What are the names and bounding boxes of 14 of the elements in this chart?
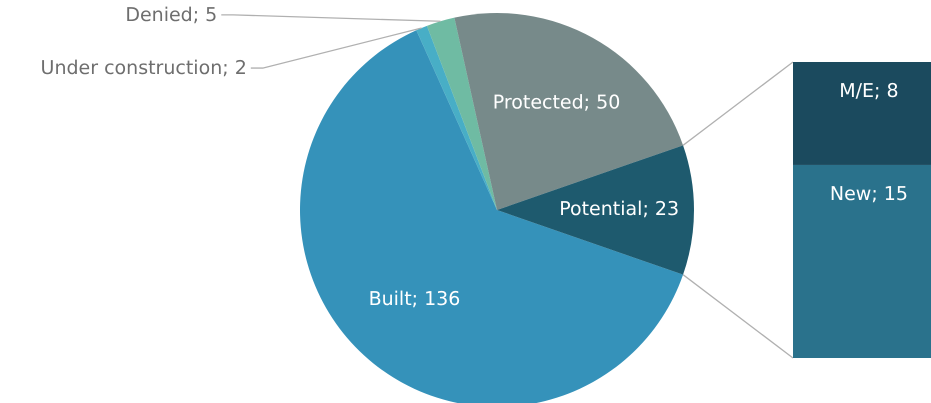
- slice-label: Protected: [492, 92, 584, 114]
- data-label: ; 15: [871, 182, 908, 205]
- data-label: ; 2: [222, 57, 247, 80]
- series-label: M/E: [839, 80, 874, 102]
- slice-label: Under construction: [40, 57, 222, 80]
- data-label: ; 8: [874, 80, 899, 102]
- data-label: ; 23: [642, 198, 680, 220]
- data-label: ; 50: [584, 92, 620, 114]
- data-label: ; 5: [192, 4, 218, 26]
- slice-label: Denied: [125, 4, 193, 26]
- data-label: ; 136: [412, 288, 460, 310]
- slice-label: Potential: [559, 198, 642, 220]
- slice-label: Built: [368, 288, 412, 310]
- series-label: New: [830, 182, 872, 205]
